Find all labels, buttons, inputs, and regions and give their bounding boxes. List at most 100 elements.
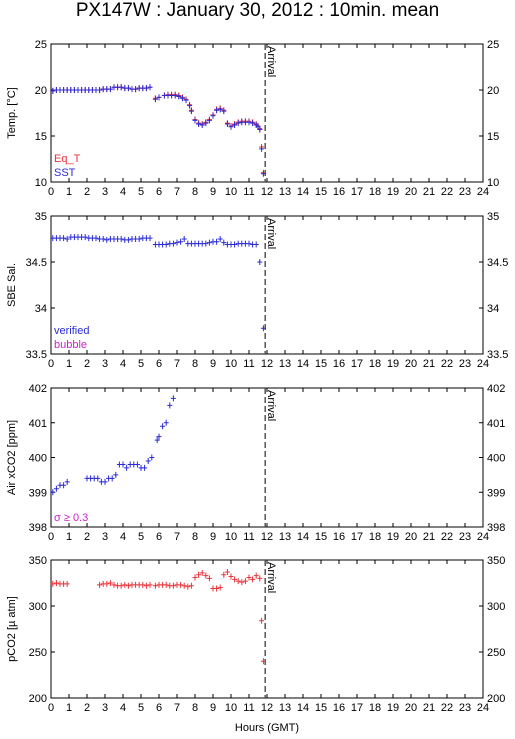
data-point bbox=[217, 106, 223, 113]
chart-canvas: 0 1 2 3 4 5 6 7 8 9 10 11 12 13 14 15 16 17 18 19 20 21 22 23 24… bbox=[6, 39, 508, 714]
x-tick-label: 20 bbox=[405, 702, 417, 714]
data-point bbox=[97, 87, 103, 93]
x-tick-label: 3 bbox=[102, 358, 108, 370]
x-tick-label: 4 bbox=[120, 186, 126, 198]
data-point bbox=[239, 579, 245, 586]
y-tick-label-right: 398 bbox=[487, 522, 505, 534]
data-point bbox=[125, 582, 131, 589]
data-point bbox=[181, 236, 187, 242]
y-axis-label: Air xCO2 [ppm] bbox=[6, 420, 18, 495]
data-point bbox=[125, 236, 131, 243]
data-point bbox=[246, 240, 252, 247]
x-tick-label: 23 bbox=[459, 702, 471, 714]
data-point bbox=[147, 84, 153, 91]
y-tick-label-right: 401 bbox=[487, 418, 505, 430]
x-tick-label: 21 bbox=[423, 358, 435, 370]
x-tick-label: 4 bbox=[120, 358, 126, 370]
data-point bbox=[179, 95, 185, 102]
data-point bbox=[181, 582, 187, 589]
data-point bbox=[167, 402, 173, 409]
data-point bbox=[61, 482, 67, 489]
data-point bbox=[188, 108, 194, 115]
x-tick-label: 20 bbox=[405, 186, 417, 198]
x-tick-label: 22 bbox=[441, 358, 453, 370]
data-point bbox=[224, 568, 230, 575]
data-point bbox=[221, 571, 227, 578]
data-point bbox=[172, 92, 178, 99]
series-3-1 bbox=[50, 395, 176, 496]
x-tick-label: 21 bbox=[423, 702, 435, 714]
y-tick-label-left: 300 bbox=[29, 601, 47, 613]
x-tick-label: 24 bbox=[477, 358, 489, 370]
x-tick-label: 15 bbox=[315, 186, 327, 198]
x-tick-label: 21 bbox=[423, 531, 435, 543]
x-tick-label: 20 bbox=[405, 358, 417, 370]
data-point bbox=[170, 240, 176, 247]
data-point bbox=[102, 478, 108, 485]
y-tick-label-left: 20 bbox=[35, 85, 47, 97]
data-point bbox=[97, 581, 103, 588]
x-tick-label: 10 bbox=[225, 531, 237, 543]
data-point bbox=[192, 117, 198, 124]
x-tick-label: 9 bbox=[210, 358, 216, 370]
x-tick-label: 10 bbox=[225, 186, 237, 198]
series-1-2 bbox=[50, 84, 266, 177]
x-tick-label: 5 bbox=[138, 358, 144, 370]
x-tick-label: 15 bbox=[315, 702, 327, 714]
legend-entry: Eq_T bbox=[54, 153, 81, 165]
x-tick-label: 6 bbox=[156, 702, 162, 714]
legend-entry: verified bbox=[54, 325, 89, 337]
data-point bbox=[163, 241, 169, 248]
data-point bbox=[246, 574, 252, 581]
data-point bbox=[214, 107, 220, 114]
y-tick-label-left: 399 bbox=[29, 487, 47, 499]
data-point bbox=[203, 572, 209, 579]
data-point bbox=[145, 457, 151, 464]
arrival-label: Arrival bbox=[265, 46, 277, 77]
data-point bbox=[214, 585, 220, 592]
x-tick-label: 13 bbox=[279, 186, 291, 198]
x-tick-label: 15 bbox=[315, 531, 327, 543]
x-tick-label: 8 bbox=[192, 531, 198, 543]
chart-panel-4: 0 1 2 3 4 5 6 7 8 9 10 11 12 13 14 15 16 17 18 19 20 21 22 23 24… bbox=[6, 555, 505, 714]
x-tick-label: 23 bbox=[459, 358, 471, 370]
data-point bbox=[217, 584, 223, 591]
x-tick-label: 24 bbox=[477, 531, 489, 543]
x-tick-label: 1 bbox=[66, 702, 72, 714]
data-point bbox=[143, 582, 149, 589]
data-point bbox=[185, 583, 191, 590]
data-point bbox=[221, 108, 227, 115]
data-point bbox=[64, 580, 70, 587]
x-tick-label: 13 bbox=[279, 358, 291, 370]
x-tick-label: 2 bbox=[84, 531, 90, 543]
data-point bbox=[53, 580, 59, 586]
y-tick-label-right: 25 bbox=[487, 39, 499, 51]
series-2-1 bbox=[50, 234, 266, 332]
data-point bbox=[192, 574, 198, 581]
data-point bbox=[147, 235, 153, 242]
x-tick-label: 16 bbox=[333, 358, 345, 370]
data-point bbox=[176, 93, 182, 100]
x-tick-label: 17 bbox=[351, 186, 363, 198]
y-tick-label-left: 402 bbox=[29, 383, 47, 395]
data-point bbox=[250, 576, 256, 583]
y-tick-label-right: 33.5 bbox=[487, 349, 508, 361]
data-point bbox=[82, 234, 88, 241]
data-point bbox=[149, 454, 155, 461]
data-point bbox=[64, 478, 70, 485]
data-point bbox=[104, 580, 110, 587]
data-point bbox=[196, 121, 202, 128]
data-point bbox=[232, 241, 238, 248]
data-point bbox=[125, 85, 131, 92]
data-point bbox=[50, 580, 56, 587]
x-tick-label: 17 bbox=[351, 531, 363, 543]
data-point bbox=[154, 437, 160, 444]
x-tick-label: 7 bbox=[174, 358, 180, 370]
y-tick-label-left: 34 bbox=[35, 303, 47, 315]
y-tick-label-right: 15 bbox=[487, 131, 499, 143]
x-tick-label: 0 bbox=[48, 358, 54, 370]
data-point bbox=[206, 575, 212, 582]
data-point bbox=[104, 236, 110, 243]
y-tick-label-left: 250 bbox=[29, 647, 47, 659]
series-1-1 bbox=[50, 84, 266, 176]
